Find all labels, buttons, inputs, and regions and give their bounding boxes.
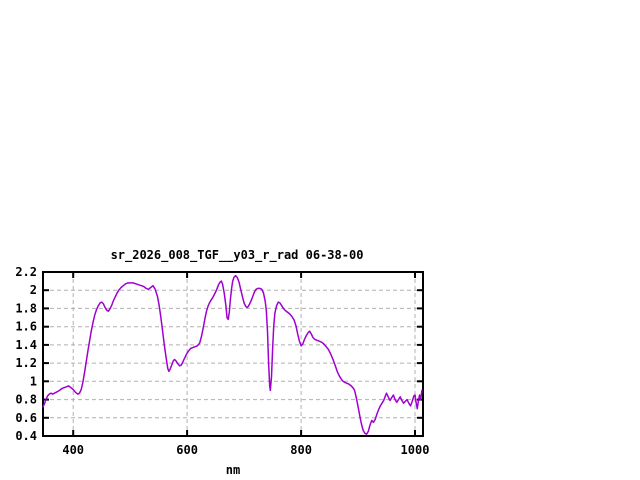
x-axis-label: nm	[226, 463, 240, 477]
y-tick-label: 1	[30, 374, 37, 388]
axes	[42, 271, 424, 437]
y-tick-label: 1.8	[15, 301, 37, 315]
y-tick-label: 1.4	[15, 338, 37, 352]
y-tick-label: 0.4	[15, 429, 37, 443]
y-tick-label: 2	[30, 283, 37, 297]
x-tick-label: 1000	[401, 443, 430, 457]
plot-border	[42, 271, 424, 437]
gridlines	[43, 272, 423, 436]
chart-title: sr_2026_008_TGF__y03_r_rad 06-38-00	[111, 248, 364, 263]
axis-labels: sr_2026_008_TGF__y03_r_rad 06-38-00 nm 4…	[15, 248, 429, 477]
spectrum-curve-layer	[42, 274, 423, 435]
y-tick-label: 0.8	[15, 393, 37, 407]
y-tick-label: 2.2	[15, 265, 37, 279]
y-tick-label: 1.2	[15, 356, 37, 370]
y-tick-label: 0.6	[15, 411, 37, 425]
x-tick-label: 600	[176, 443, 198, 457]
y-tick-label: 1.6	[15, 320, 37, 334]
spectrum-curve	[42, 274, 423, 435]
x-tick-label: 800	[290, 443, 312, 457]
x-tick-label: 400	[62, 443, 84, 457]
